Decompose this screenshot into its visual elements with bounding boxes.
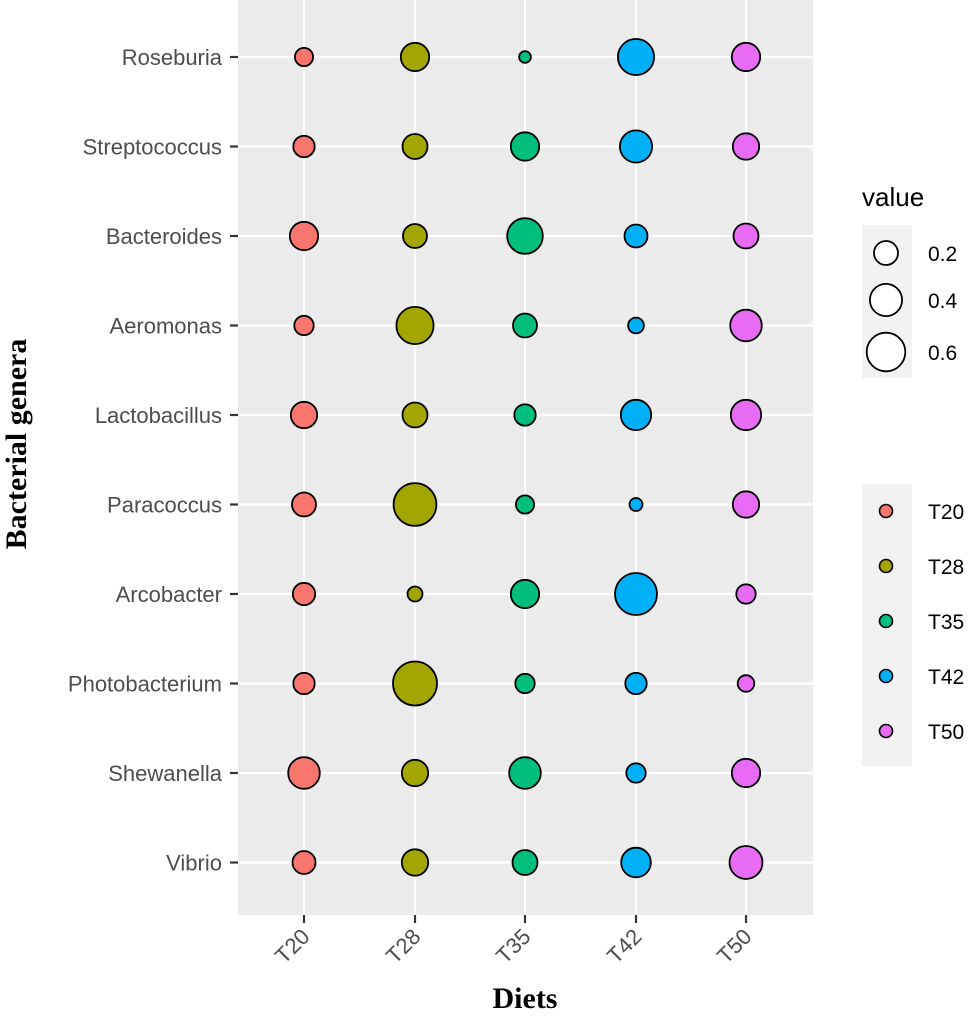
fill-legend-swatch-t20	[878, 503, 894, 519]
point-arcobacter-t35	[509, 578, 541, 610]
point-lactobacillus-t28	[401, 401, 429, 429]
point-paracoccus-t50	[731, 490, 761, 519]
point-roseburia-t50	[730, 41, 762, 73]
point-shewanella-t35	[508, 756, 542, 790]
point-arcobacter-t20	[291, 581, 317, 607]
point-vibrio-t50	[728, 845, 764, 880]
point-bacteroides-t28	[402, 223, 428, 249]
point-streptococcus-t42	[619, 129, 654, 164]
point-vibrio-t35	[511, 849, 539, 876]
y-axis: Roseburia Streptococcus Bacteroides Aeromon…	[68, 45, 238, 876]
point-shewanella-t42	[625, 762, 647, 784]
size-legend-circle	[873, 240, 899, 266]
point-streptococcus-t35	[509, 131, 541, 162]
y-tick-label: Photobacterium	[68, 672, 222, 697]
fill-legend-swatch-t42	[878, 668, 894, 684]
size-legend-circle	[865, 331, 907, 373]
size-legend-label: 0.2	[928, 243, 957, 266]
point-lactobacillus-t20	[289, 400, 319, 430]
x-tick-label: T20	[270, 924, 314, 968]
point-photobacterium-t20	[292, 671, 316, 696]
point-paracoccus-t28	[392, 482, 438, 527]
point-photobacterium-t35	[514, 672, 536, 695]
size-legend-label: 0.4	[928, 290, 958, 313]
point-photobacterium-t42	[624, 671, 648, 696]
point-aeromonas-t28	[395, 305, 435, 345]
fill-legend-label-t35: T35	[928, 611, 964, 634]
point-roseburia-t35	[518, 50, 532, 64]
y-tick-label: Shewanella	[108, 761, 223, 786]
x-axis: T20 T28 T35 T42 T50	[270, 915, 757, 968]
x-tick-label: T50	[712, 924, 756, 968]
y-tick-label: Roseburia	[122, 45, 223, 70]
y-tick-label: Arcobacter	[116, 582, 222, 607]
point-aeromonas-t35	[512, 312, 538, 339]
size-legend: value 0.2 0.4 0.6	[862, 182, 958, 378]
point-roseburia-t20	[293, 47, 314, 68]
point-roseburia-t28	[399, 41, 431, 73]
point-bacteroides-t50	[732, 222, 760, 250]
point-arcobacter-t50	[735, 583, 757, 605]
point-vibrio-t42	[620, 846, 652, 879]
point-aeromonas-t20	[293, 314, 315, 337]
point-shewanella-t20	[287, 756, 321, 790]
fill-legend: T20 T28 T35 T42 T50	[862, 484, 964, 766]
point-streptococcus-t28	[401, 133, 429, 160]
point-paracoccus-t20	[291, 491, 317, 518]
y-tick-label: Streptococcus	[83, 135, 222, 160]
point-vibrio-t28	[400, 848, 430, 877]
point-lactobacillus-t50	[729, 398, 763, 432]
point-photobacterium-t50	[736, 674, 756, 693]
point-lactobacillus-t35	[513, 403, 537, 427]
point-streptococcus-t20	[292, 134, 316, 159]
point-vibrio-t20	[291, 850, 317, 875]
point-shewanella-t28	[400, 758, 430, 788]
y-tick-label: Vibrio	[166, 851, 222, 876]
point-streptococcus-t50	[731, 132, 761, 161]
x-tick-label: T28	[381, 924, 425, 968]
fill-legend-label-t42: T42	[928, 666, 964, 689]
fill-legend-label-t50: T50	[928, 721, 964, 744]
point-paracoccus-t35	[515, 494, 536, 515]
y-tick-label: Aeromonas	[109, 314, 222, 339]
data-points	[287, 38, 764, 880]
point-bacteroides-t35	[506, 217, 544, 255]
fill-legend-swatch-t28	[878, 558, 894, 574]
fill-legend-label-t20: T20	[928, 501, 964, 524]
point-arcobacter-t28	[406, 585, 424, 603]
point-arcobacter-t42	[614, 572, 658, 616]
fill-legend-swatch-t50	[878, 723, 894, 739]
point-bacteroides-t42	[623, 223, 649, 249]
fill-legend-swatch-t35	[878, 613, 894, 629]
point-lactobacillus-t42	[619, 398, 653, 432]
size-legend-title: value	[862, 182, 924, 212]
x-tick-label: T35	[491, 924, 535, 968]
point-bacteroides-t20	[288, 220, 320, 252]
y-tick-label: Lactobacillus	[95, 403, 222, 428]
point-aeromonas-t42	[627, 316, 645, 335]
point-shewanella-t50	[730, 757, 762, 789]
point-aeromonas-t50	[729, 308, 763, 343]
x-tick-label: T42	[602, 924, 646, 968]
point-paracoccus-t42	[628, 497, 644, 512]
size-legend-circle	[869, 282, 904, 317]
point-photobacterium-t28	[392, 660, 438, 707]
point-roseburia-t42	[617, 38, 656, 77]
fill-legend-label-t28: T28	[928, 556, 964, 579]
size-legend-label: 0.6	[928, 342, 957, 365]
y-tick-label: Paracoccus	[107, 493, 222, 518]
y-tick-label: Bacteroides	[106, 224, 222, 249]
x-axis-title: Diets	[493, 982, 558, 1015]
y-axis-title: Bacterial genera	[0, 339, 33, 550]
